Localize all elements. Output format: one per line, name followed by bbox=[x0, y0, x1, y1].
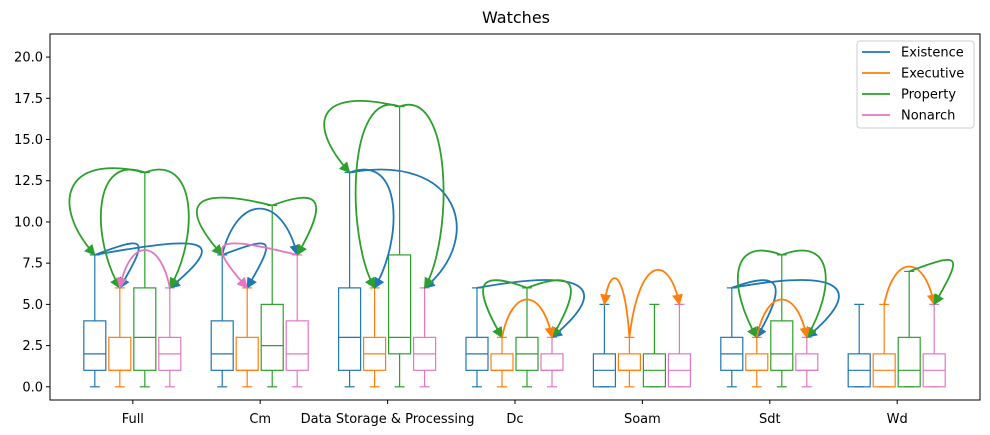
iqr-box bbox=[285, 320, 309, 371]
legend-label: Existence bbox=[901, 46, 964, 61]
y-tick-label: 0.0 bbox=[22, 380, 43, 395]
x-tick-label: Full bbox=[122, 412, 144, 427]
iqr-box bbox=[83, 320, 107, 371]
axes: 0.0 2.5 5.0 7.5 10.0 12.5 15.0 17.5 20.0 Full Cm Da… bbox=[14, 51, 908, 427]
box-property bbox=[515, 287, 539, 388]
transition-arrow bbox=[883, 265, 938, 306]
box-property bbox=[642, 303, 666, 388]
box-executive bbox=[108, 287, 132, 388]
transition-arrow bbox=[501, 298, 556, 339]
transition-arrow bbox=[354, 103, 400, 289]
transition-arrow bbox=[908, 258, 954, 306]
transition-arrow bbox=[68, 167, 146, 256]
iqr-box bbox=[897, 336, 921, 388]
transition-arrow bbox=[628, 269, 683, 338]
box-executive bbox=[745, 336, 769, 388]
transition-arrow bbox=[94, 242, 203, 289]
y-tick-label: 5.0 bbox=[22, 298, 43, 313]
iqr-box bbox=[210, 320, 234, 371]
transition-arrow bbox=[482, 279, 528, 339]
transition-arrow bbox=[349, 168, 458, 289]
iqr-box bbox=[260, 303, 284, 371]
chart-title: Watches bbox=[482, 8, 550, 27]
legend: Existence Executive Property Nonarch bbox=[856, 40, 975, 129]
y-tick-label: 15.0 bbox=[14, 133, 43, 148]
transition-arrow bbox=[220, 242, 298, 289]
transition-arrow bbox=[94, 242, 140, 289]
y-tick-label: 17.5 bbox=[14, 92, 43, 107]
y-tick-label: 12.5 bbox=[14, 174, 43, 189]
transition-arrow bbox=[476, 279, 585, 339]
transition-arrow bbox=[221, 242, 267, 289]
box-property bbox=[897, 270, 921, 388]
legend-label: Property bbox=[901, 88, 956, 103]
box-existence bbox=[83, 254, 107, 388]
iqr-box bbox=[133, 287, 157, 371]
transition-arrow bbox=[755, 298, 811, 339]
box-executive bbox=[490, 336, 514, 388]
box-executive bbox=[617, 336, 641, 388]
y-tick-label: 2.5 bbox=[22, 339, 43, 354]
transition-arrow bbox=[221, 207, 301, 256]
legend-label: Nonarch bbox=[901, 109, 955, 124]
iqr-box bbox=[388, 254, 412, 355]
box-existence bbox=[338, 171, 362, 388]
x-tick-label: Cm bbox=[249, 412, 271, 427]
iqr-box bbox=[770, 320, 794, 371]
transition-arrow bbox=[116, 249, 171, 289]
x-tick-label: Wd bbox=[887, 412, 908, 427]
iqr-box bbox=[338, 287, 362, 371]
transition-arrow bbox=[144, 168, 190, 289]
transition-arrow bbox=[271, 196, 318, 256]
transition-arrow bbox=[731, 279, 777, 339]
y-tick-label: 7.5 bbox=[22, 257, 43, 272]
transition-arrow bbox=[731, 279, 840, 339]
box-executive bbox=[872, 303, 896, 388]
legend-label: Executive bbox=[901, 67, 964, 82]
transition-arrow bbox=[99, 168, 146, 289]
box-existence bbox=[465, 287, 489, 388]
box-existence bbox=[847, 303, 871, 388]
legend-box bbox=[856, 40, 975, 129]
x-tick-label: Dc bbox=[506, 412, 523, 427]
plot-area bbox=[68, 100, 954, 388]
transition-arrow bbox=[737, 249, 783, 339]
transition-arrow bbox=[526, 279, 572, 339]
x-tick-label: Data Storage & Processing bbox=[301, 412, 475, 427]
y-tick-label: 20.0 bbox=[14, 51, 43, 66]
y-tick-label: 10.0 bbox=[14, 215, 43, 230]
transition-arrow bbox=[195, 196, 273, 256]
x-tick-label: Sdt bbox=[759, 412, 781, 427]
transition-arrow bbox=[399, 103, 445, 289]
transition-arrow bbox=[323, 100, 400, 174]
box-existence bbox=[720, 287, 744, 388]
x-tick-label: Soam bbox=[624, 412, 661, 427]
box-property bbox=[770, 254, 794, 388]
transition-arrow bbox=[600, 277, 631, 338]
transition-arrow bbox=[781, 249, 827, 339]
